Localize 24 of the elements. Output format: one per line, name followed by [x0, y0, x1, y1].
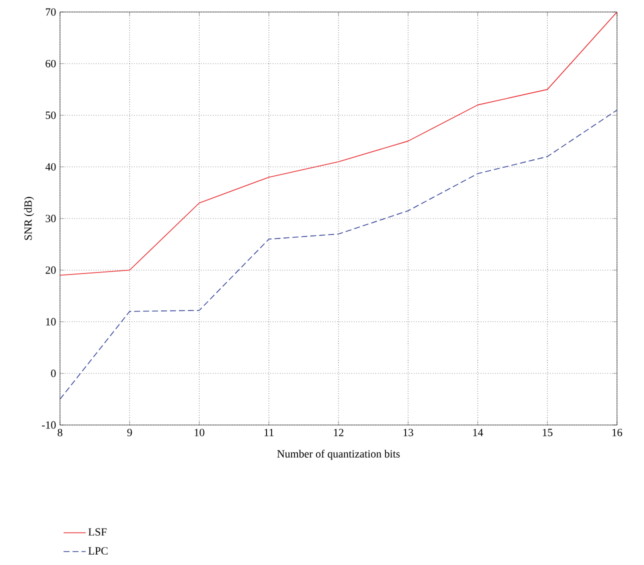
- x-tick-label: 11: [264, 428, 274, 436]
- line-series: [60, 12, 617, 276]
- x-tick-label: 13: [404, 428, 414, 436]
- y-tick-label: 10: [46, 318, 56, 326]
- x-tick-label: 14: [473, 428, 484, 436]
- y-tick-label: -10: [42, 421, 56, 429]
- y-tick-label: 40: [45, 163, 56, 171]
- y-tick-label: 50: [46, 112, 56, 119]
- y-axis-title: SNR (dB): [24, 196, 34, 240]
- y-tick-label: 30: [46, 214, 56, 222]
- x-axis-title: Number of quantization bits: [277, 450, 400, 460]
- x-tick-label: 15: [542, 428, 552, 436]
- y-tick-label: 0: [51, 370, 56, 378]
- x-tick-label: 10: [194, 428, 204, 436]
- y-tick-label: 60: [46, 60, 56, 68]
- x-tick-label: 12: [334, 428, 344, 436]
- legend-label: LSF: [88, 528, 107, 536]
- x-tick-label: 9: [127, 428, 132, 436]
- x-tick-label: 8: [58, 428, 62, 436]
- x-tick-label: 16: [612, 428, 622, 436]
- line-series: [60, 110, 617, 400]
- y-tick-label: 20: [46, 266, 56, 274]
- legend-label: LPC: [88, 547, 108, 555]
- y-tick-label: 70: [46, 8, 56, 16]
